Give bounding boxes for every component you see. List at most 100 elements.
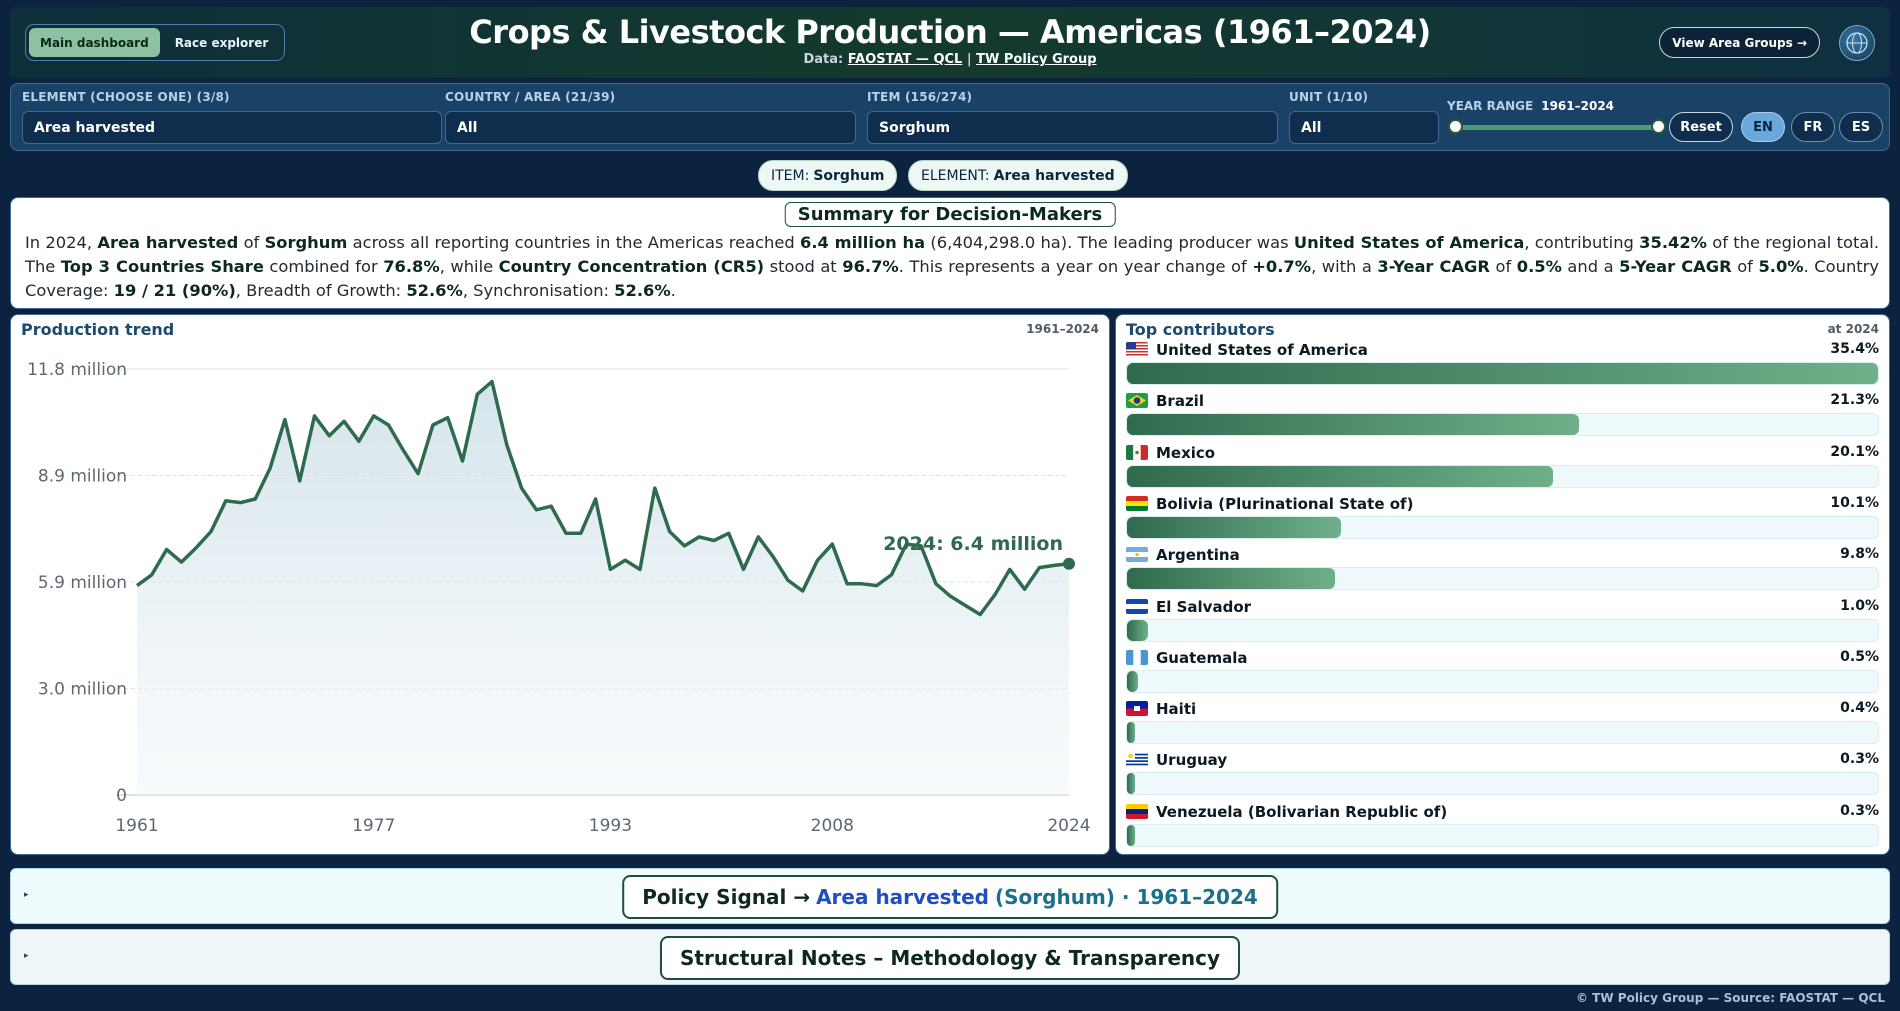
summary-fragment: , Synchronisation: [462, 281, 615, 300]
country-name: Brazil [1156, 392, 1204, 411]
globe-logo-icon [1839, 25, 1875, 61]
policy-element: Area harvested [816, 885, 989, 909]
tw-policy-link[interactable]: TW Policy Group [976, 52, 1097, 67]
structural-notes-accordion[interactable]: ▸ Structural Notes – Methodology & Trans… [10, 929, 1890, 985]
summary-coverage: 19 / 21 (90%) [113, 281, 236, 300]
expand-triangle-icon[interactable]: ▸ [24, 951, 29, 961]
x-tick-label: 2024 [1047, 816, 1090, 836]
summary-fragment: of [1489, 257, 1517, 276]
share-bar-track [1126, 567, 1879, 591]
year-range-value: 1961–2024 [1541, 99, 1615, 113]
view-area-groups-button[interactable]: View Area Groups → [1659, 27, 1820, 58]
item-pill: ITEM: Sorghum [758, 160, 898, 191]
summary-top3-value: 76.8% [383, 257, 440, 276]
main-dashboard-button[interactable]: Main dashboard [29, 28, 160, 57]
year-range-slider[interactable] [1455, 125, 1665, 130]
summary-leader: United States of America [1293, 233, 1525, 252]
item-filter-label: ITEM (156/274) [867, 90, 973, 104]
contributor-row: El Salvador 1.0% [1126, 598, 1879, 648]
contributors-title: Top contributors [1126, 320, 1275, 339]
x-tick-label: 1993 [589, 816, 632, 836]
summary-fragment: , Breadth of Growth: [235, 281, 407, 300]
country-share: 21.3% [1830, 392, 1879, 409]
share-bar-fill [1127, 363, 1878, 384]
lang-es-button[interactable]: ES [1839, 112, 1883, 142]
country-share: 0.3% [1840, 802, 1879, 819]
country-flag-icon [1126, 342, 1148, 357]
share-bar-track [1126, 413, 1879, 437]
country-share: 35.4% [1830, 341, 1879, 357]
country-name: Mexico [1156, 443, 1216, 462]
summary-breadth: 52.6% [406, 281, 463, 300]
race-explorer-button[interactable]: Race explorer [174, 35, 269, 50]
country-share: 0.5% [1840, 648, 1879, 665]
share-bar-track [1126, 721, 1879, 745]
data-source-line: Data: FAOSTAT — QCL | TW Policy Group [310, 52, 1590, 67]
x-tick-label: 1977 [352, 816, 395, 836]
element-filter-label: ELEMENT (CHOOSE ONE) (3/8) [22, 90, 230, 104]
item-filter: ITEM (156/274) Sorghum [867, 90, 1278, 144]
summary-fragment: of [1731, 257, 1759, 276]
contributor-row: Uruguay 0.3% [1126, 751, 1879, 801]
footer-credit: © TW Policy Group — Source: FAOSTAT — QC… [1576, 991, 1885, 1005]
summary-yoy: +0.7% [1252, 257, 1312, 276]
share-bar-fill [1127, 619, 1149, 641]
country-name: Bolivia (Plurinational State of) [1156, 494, 1414, 513]
country-flag-icon [1126, 598, 1148, 614]
country-share: 9.8% [1840, 546, 1879, 563]
latest-value-annotation: 2024: 6.4 million [883, 533, 1063, 555]
contributor-row: Venezuela (Bolivarian Republic of) 0.3% [1126, 803, 1879, 853]
year-start-handle[interactable] [1448, 119, 1463, 134]
unit-select[interactable]: All [1289, 111, 1439, 144]
x-tick-label: 1961 [115, 816, 158, 836]
policy-item-range: (Sorghum) · 1961–2024 [995, 885, 1258, 909]
summary-panel: Summary for Decision-Makers In 2024, Are… [10, 197, 1890, 309]
year-end-handle[interactable] [1651, 119, 1666, 134]
expand-triangle-icon[interactable]: ▸ [24, 890, 29, 900]
country-select[interactable]: All [445, 111, 856, 144]
structural-notes-title[interactable]: Structural Notes – Methodology & Transpa… [659, 936, 1241, 980]
country-name: Venezuela (Bolivarian Republic of) [1156, 802, 1448, 821]
country-flag-icon [1126, 803, 1148, 819]
trend-panel-title: Production trend [21, 320, 175, 339]
year-range-label: YEAR RANGE 1961–2024 [1447, 99, 1614, 113]
lang-en-button[interactable]: EN [1741, 112, 1785, 142]
country-flag-icon [1126, 393, 1148, 409]
summary-fragment: of [238, 233, 265, 252]
policy-signal-title[interactable]: Policy Signal → Area harvested (Sorghum)… [622, 875, 1278, 919]
y-tick-label: 0 [116, 786, 127, 806]
trend-chart: 0 3.0 million 5.9 million 8.9 million 11.8 m… [27, 360, 1091, 836]
view-toggle: Main dashboard Race explorer [25, 24, 285, 61]
x-tick-label: 2008 [811, 816, 854, 836]
policy-signal-accordion[interactable]: ▸ Policy Signal → Area harvested (Sorghu… [10, 868, 1890, 924]
country-name: Uruguay [1156, 751, 1228, 770]
latest-point-marker [1063, 557, 1075, 570]
contributor-row: Brazil 21.3% [1126, 392, 1879, 442]
summary-fragment: stood at [764, 257, 843, 276]
country-share: 1.0% [1840, 597, 1879, 614]
contributor-row: Guatemala 0.5% [1126, 649, 1879, 699]
summary-fragment: , with a [1311, 257, 1378, 276]
y-tick-label: 5.9 million [38, 573, 127, 593]
country-share: 0.3% [1840, 751, 1879, 768]
year-range-title: YEAR RANGE [1447, 99, 1534, 113]
summary-text: In 2024, Area harvested of Sorghum acros… [25, 231, 1879, 303]
summary-cagr5-value: 5.0% [1758, 257, 1804, 276]
share-bar-track [1126, 515, 1879, 539]
contributors-year: at 2024 [1827, 322, 1879, 336]
reset-button[interactable]: Reset [1669, 112, 1733, 142]
faostat-link[interactable]: FAOSTAT — QCL [847, 52, 963, 67]
country-name: Guatemala [1156, 648, 1248, 667]
element-filter: ELEMENT (CHOOSE ONE) (3/8) Area harveste… [22, 90, 442, 144]
share-bar-track [1126, 618, 1879, 642]
share-bar-fill [1127, 568, 1335, 590]
summary-item: Sorghum [264, 233, 348, 252]
item-select[interactable]: Sorghum [867, 111, 1278, 144]
lang-fr-button[interactable]: FR [1791, 112, 1835, 142]
element-select[interactable]: Area harvested [22, 111, 442, 144]
share-bar-fill [1127, 414, 1579, 436]
contributor-row: United States of America 35.4% [1126, 341, 1879, 391]
country-name: El Salvador [1156, 597, 1252, 616]
header-bar: Main dashboard Race explorer Crops & Liv… [10, 7, 1890, 78]
summary-cagr3-value: 0.5% [1516, 257, 1562, 276]
